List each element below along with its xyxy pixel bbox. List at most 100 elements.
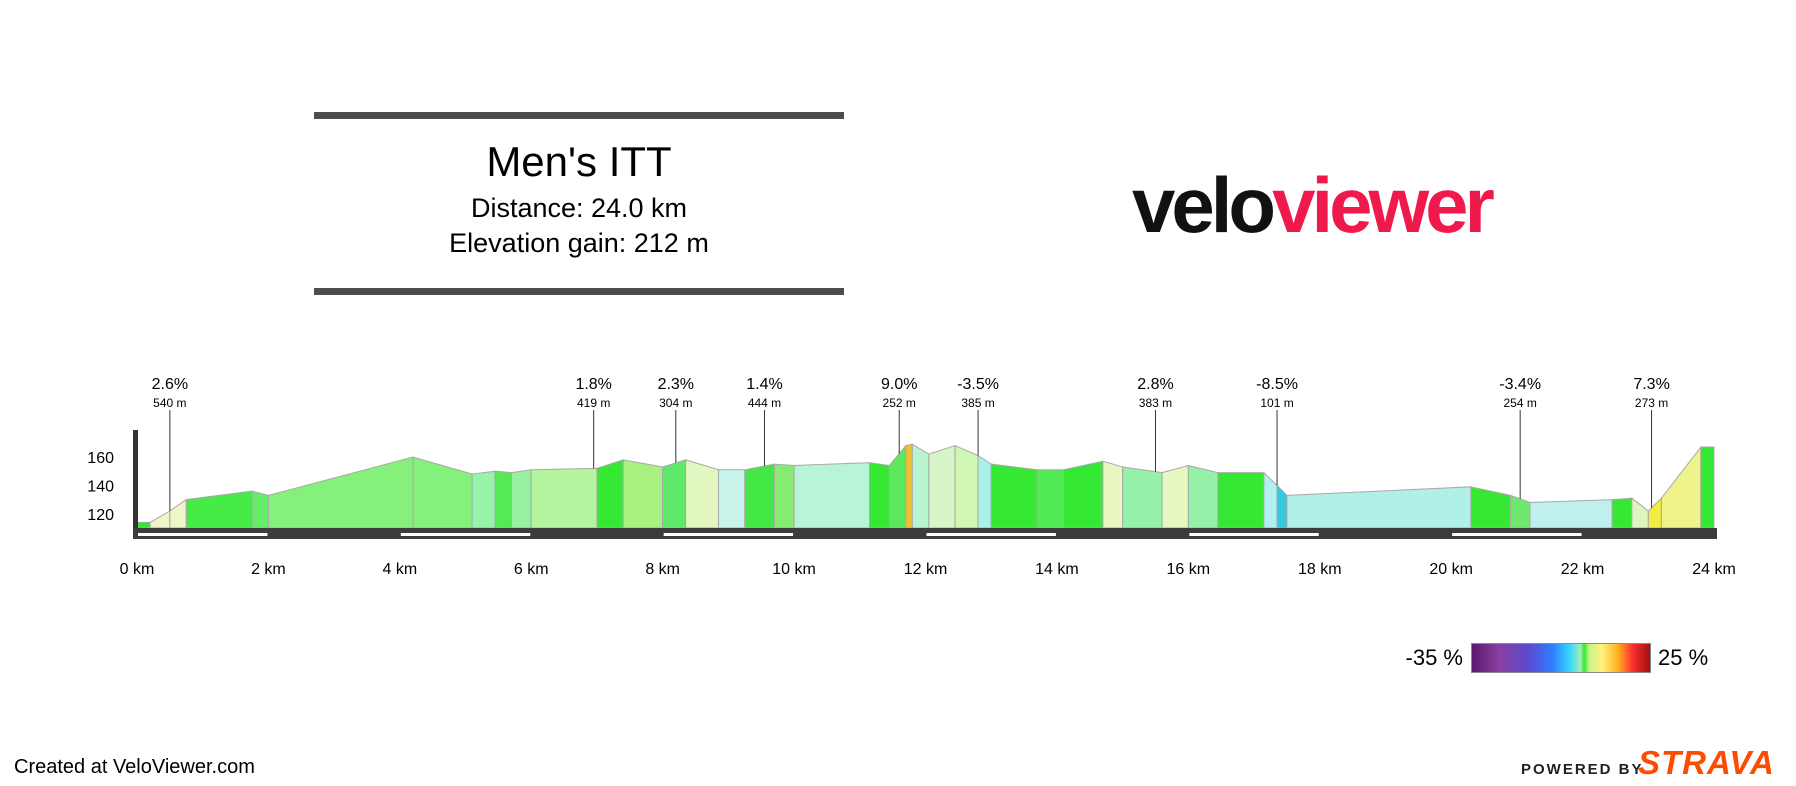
x-tick-label: 16 km <box>1167 561 1211 578</box>
profile-segment <box>267 456 414 529</box>
profile-segment <box>1660 445 1702 529</box>
x-tick-label: 14 km <box>1035 561 1079 578</box>
profile-segment <box>928 444 956 529</box>
profile-segment <box>1217 472 1265 529</box>
profile-segment <box>1263 471 1278 529</box>
profile-segment <box>1470 486 1511 529</box>
profile-segment <box>1286 486 1472 529</box>
distance-label: Distance: 24.0 km <box>470 193 688 223</box>
annotation-grade: -3.4% <box>1499 376 1541 393</box>
y-tick-label: 120 <box>87 507 114 524</box>
km-stripe <box>1452 533 1582 536</box>
profile-segment <box>1276 484 1288 529</box>
profile-segment <box>977 454 992 529</box>
x-tick-label: 6 km <box>514 561 549 578</box>
annotation-length: 304 m <box>659 396 692 410</box>
annotation-length: 419 m <box>577 396 610 410</box>
x-tick-label: 4 km <box>382 561 417 578</box>
y-tick-label: 160 <box>87 450 114 467</box>
profile-segment <box>494 470 513 529</box>
profile-segment <box>412 456 473 529</box>
profile-segment <box>149 510 171 529</box>
profile-segment <box>911 443 930 529</box>
title-bottom-rule <box>314 288 844 295</box>
km-stripe <box>926 533 1056 536</box>
profile-segment <box>1102 460 1124 529</box>
y-tick-label: 140 <box>87 478 114 495</box>
title-top-rule <box>314 112 844 119</box>
annotation-grade: 7.3% <box>1633 376 1669 393</box>
y-axis-line <box>133 430 138 538</box>
x-tick-label: 8 km <box>645 561 680 578</box>
x-tick-label: 2 km <box>251 561 286 578</box>
profile-segment <box>1631 497 1649 529</box>
profile-segment <box>251 490 269 529</box>
profile-segment <box>1161 464 1189 529</box>
km-stripe <box>400 533 531 536</box>
x-tick-label: 24 km <box>1692 561 1736 578</box>
annotation-grade: 9.0% <box>881 376 917 393</box>
x-tick-label: 22 km <box>1561 561 1605 578</box>
annotation-length: 254 m <box>1503 396 1536 410</box>
annotation-grade: -8.5% <box>1256 376 1298 393</box>
profile-segment <box>954 444 979 529</box>
profile-segment <box>888 444 907 529</box>
gradient-legend-bar <box>1471 643 1651 673</box>
profile-segment <box>511 469 532 529</box>
profile-segment <box>1122 466 1163 529</box>
annotation-grade: 2.6% <box>152 376 188 393</box>
profile-segment <box>773 463 795 529</box>
annotation-grade: 2.8% <box>1137 376 1173 393</box>
profile-segments <box>136 443 1715 529</box>
profile-segment <box>662 459 687 529</box>
profile-segment <box>718 469 746 529</box>
elevation-gain-label: Elevation gain: 212 m <box>449 228 709 258</box>
annotation-length: 385 m <box>961 396 994 410</box>
profile-segment <box>869 462 890 529</box>
annotation-length: 252 m <box>883 396 916 410</box>
profile-segment <box>1700 446 1715 529</box>
x-tick-label: 10 km <box>772 561 816 578</box>
annotation-length: 383 m <box>1139 396 1172 410</box>
elevation-profile-chart: 2.6% 540 m 1.8% 419 m 2.3% 304 m 1.4% 444 m 9.0%… <box>87 376 1736 578</box>
profile-segment <box>990 463 1038 529</box>
profile-segment <box>596 459 624 529</box>
annotation-grade: 2.3% <box>658 376 694 393</box>
powered-by-label: POWERED BY <box>1521 761 1644 778</box>
profile-segment <box>905 443 913 529</box>
annotation-length: 101 m <box>1260 396 1293 410</box>
profile-segment <box>471 470 496 529</box>
strava-logo[interactable]: STRAVA <box>1638 744 1775 781</box>
annotation-length: 540 m <box>153 396 186 410</box>
annotation-length: 273 m <box>1635 396 1668 410</box>
annotation-grade: 1.4% <box>746 376 782 393</box>
annotation-grade: 1.8% <box>575 376 611 393</box>
logo-part-velo: velo <box>1132 161 1276 249</box>
ground-bar <box>133 528 1717 539</box>
profile-segment <box>793 462 871 529</box>
climb-annotations: 2.6% 540 m 1.8% 419 m 2.3% 304 m 1.4% 444 m 9.0%… <box>152 376 1670 511</box>
profile-segment <box>169 498 187 529</box>
profile-segment <box>622 459 664 529</box>
profile-segment <box>185 490 253 529</box>
page-title: Men's ITT <box>486 138 672 185</box>
legend-max-label: 25 % <box>1658 645 1709 670</box>
profile-segment <box>1647 496 1662 529</box>
x-tick-label: 18 km <box>1298 561 1342 578</box>
profile-segment <box>1529 499 1613 529</box>
logo-part-viewer: viewer <box>1272 161 1495 249</box>
profile-segment <box>1187 464 1219 529</box>
title-box: Men's ITT Distance: 24.0 km Elevation ga… <box>314 112 844 295</box>
profile-segment <box>136 521 151 529</box>
legend-min-label: -35 % <box>1405 645 1463 670</box>
profile-segment <box>1611 497 1633 529</box>
x-tick-label: 12 km <box>904 561 948 578</box>
km-stripe <box>1189 533 1319 536</box>
x-tick-label: 20 km <box>1429 561 1473 578</box>
annotation-grade: -3.5% <box>957 376 999 393</box>
profile-segment <box>1062 460 1104 529</box>
created-at-credit[interactable]: Created at VeloViewer.com <box>14 756 255 778</box>
veloviewer-logo: veloviewer <box>1132 160 1495 250</box>
profile-axes: 120 140 160 0 km 2 km 4 km 6 km 8 km 10 km 12 km 1… <box>87 430 1736 578</box>
profile-segment <box>744 463 775 529</box>
